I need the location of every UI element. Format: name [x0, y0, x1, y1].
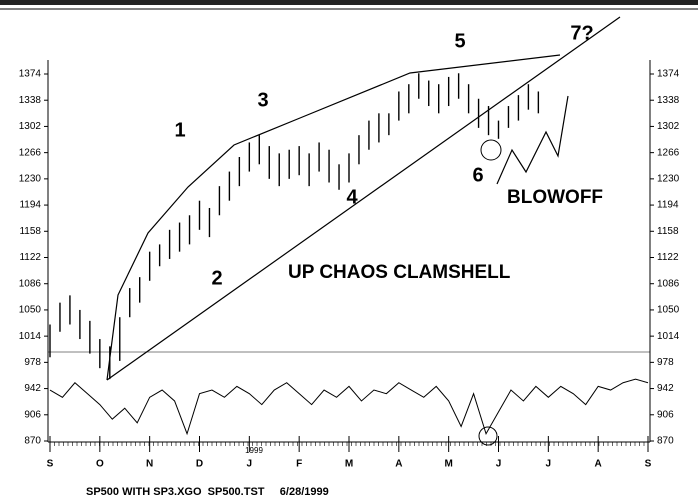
y-tick-label: 1230 — [19, 173, 42, 184]
year-label: 1999 — [245, 446, 263, 455]
y-tick-label: 1158 — [657, 226, 679, 237]
y-tick-label: 942 — [657, 383, 674, 394]
top-bar — [0, 0, 698, 5]
y-tick-label: 942 — [24, 383, 41, 394]
y-tick-label: 906 — [657, 409, 674, 420]
y-tick-label: 1266 — [19, 147, 42, 158]
x-tick-label: J — [546, 459, 552, 470]
y-tick-label: 1122 — [19, 252, 41, 263]
annotation: 2 — [211, 267, 222, 289]
annotation: 7? — [570, 22, 593, 44]
y-tick-label: 1374 — [657, 69, 680, 80]
x-tick-label: S — [47, 459, 54, 470]
x-tick-label: D — [196, 459, 203, 470]
x-tick-label: S — [645, 459, 652, 470]
x-tick-label: A — [395, 459, 402, 470]
x-tick-label: A — [595, 459, 602, 470]
upper-curve — [106, 54, 561, 381]
y-tick-label: 1158 — [19, 226, 41, 237]
y-tick-label: 1338 — [19, 95, 42, 106]
annotation: 1 — [174, 119, 185, 141]
annotation: 4 — [346, 186, 358, 208]
y-tick-label: 1302 — [19, 121, 42, 132]
x-tick-label: F — [296, 459, 302, 470]
y-tick-label: 1050 — [19, 305, 42, 316]
y-tick-label: 1014 — [19, 331, 42, 342]
y-tick-label: 906 — [24, 409, 41, 420]
lower-trendline — [106, 16, 621, 381]
y-tick-label: 1122 — [657, 252, 679, 263]
annotation: 6 — [472, 164, 483, 186]
y-tick-label: 1014 — [657, 331, 680, 342]
y-tick-label: 978 — [657, 357, 674, 368]
y-tick-label: 870 — [24, 436, 41, 447]
y-tick-label: 1194 — [657, 200, 679, 211]
footer: SP500 WITH SP3.XGO SP500.TST 6/28/1999 — [86, 486, 329, 498]
y-tick-label: 978 — [24, 357, 41, 368]
annotation: 3 — [257, 89, 268, 111]
x-tick-label: N — [146, 459, 153, 470]
y-tick-label: 870 — [657, 436, 674, 447]
x-tick-label: M — [345, 459, 353, 470]
x-tick-label: J — [247, 459, 253, 470]
y-tick-label: 1050 — [657, 305, 680, 316]
circle-osc — [478, 426, 498, 446]
annotation: 5 — [454, 30, 465, 52]
y-tick-label: 1266 — [657, 147, 680, 158]
x-tick-label: J — [496, 459, 502, 470]
x-tick-label: M — [444, 459, 452, 470]
y-tick-label: 1338 — [657, 95, 680, 106]
y-tick-label: 1194 — [19, 200, 41, 211]
chart-title: UP CHAOS CLAMSHELL — [288, 262, 511, 283]
oscillator-line — [49, 378, 649, 436]
y-tick-label: 1374 — [19, 69, 42, 80]
y-tick-label: 1086 — [657, 278, 680, 289]
circle-6 — [480, 139, 502, 161]
y-tick-label: 1230 — [657, 173, 680, 184]
blowoff-label: BLOWOFF — [507, 187, 603, 208]
y-tick-label: 1302 — [657, 121, 680, 132]
zigzag — [496, 95, 569, 185]
x-tick-label: O — [96, 459, 104, 470]
y-tick-label: 1086 — [19, 278, 42, 289]
